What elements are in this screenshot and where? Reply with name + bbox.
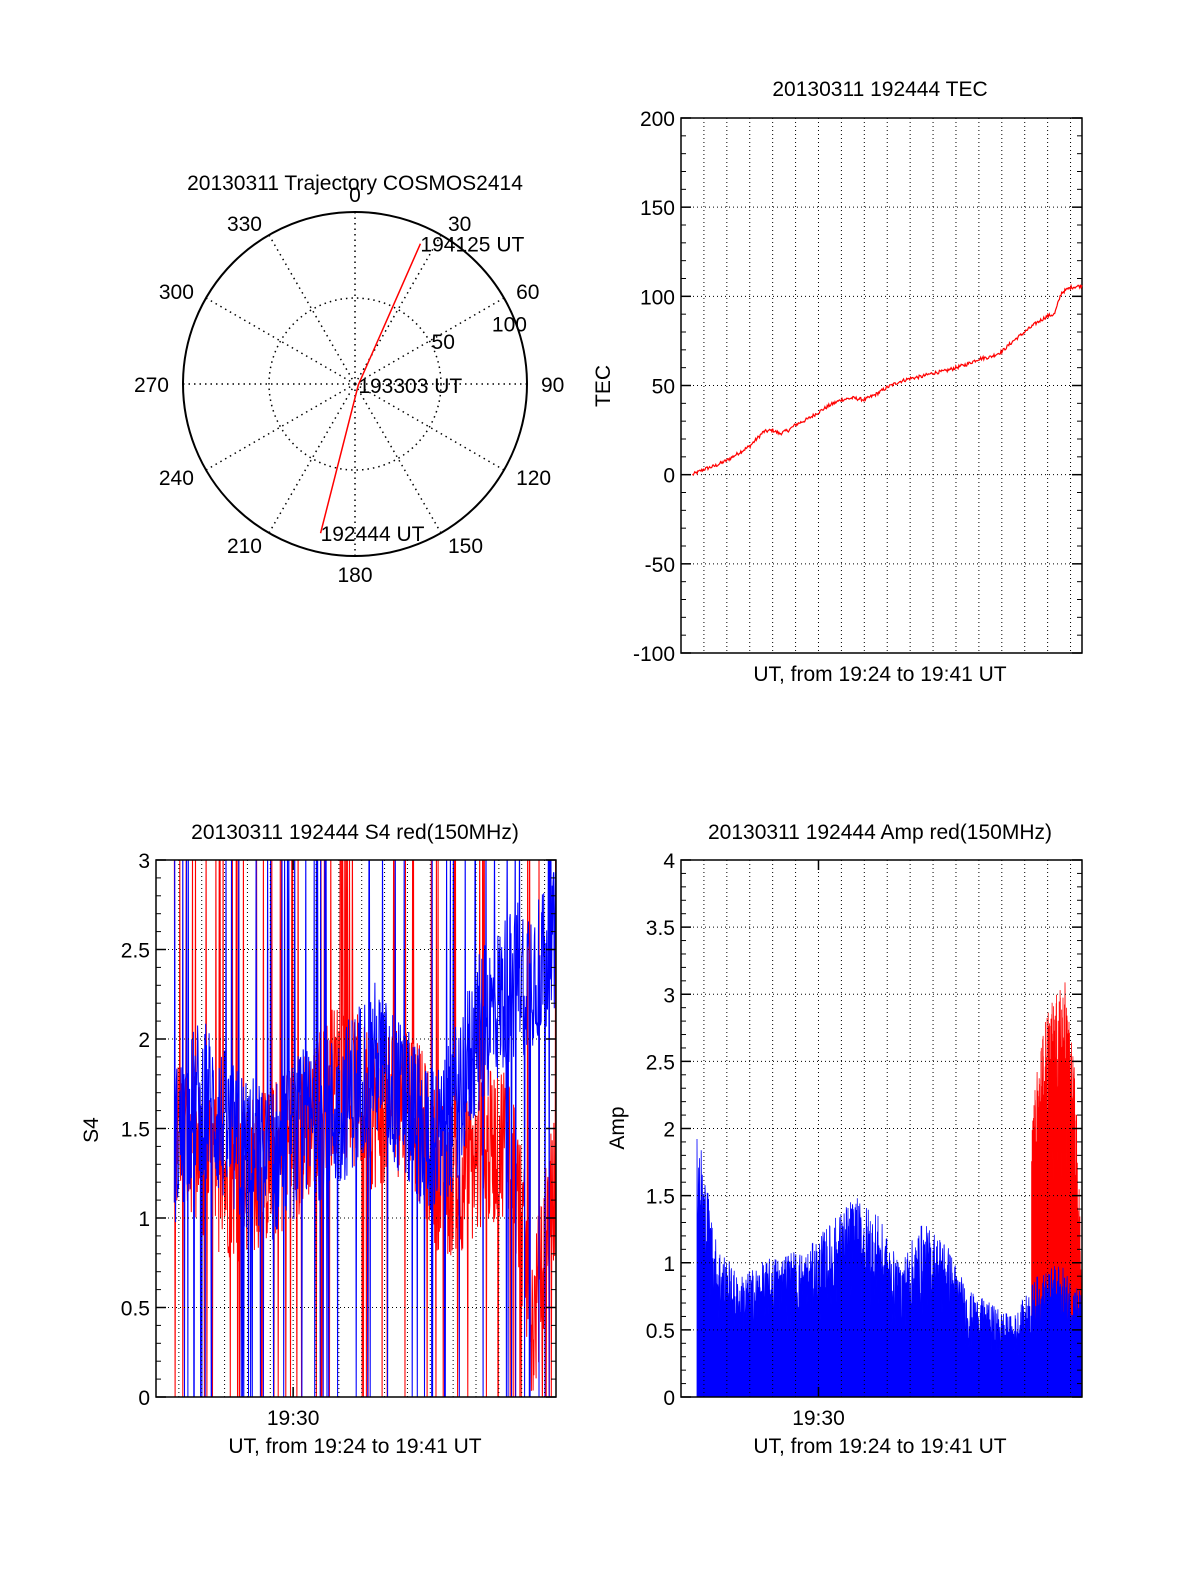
y-tick-label: 3 <box>138 850 150 873</box>
polar-ring <box>268 297 442 471</box>
tec-plot-area: 200 150 100 50 0 -50 -100 <box>633 108 1083 666</box>
polar-angle-label: 240 <box>159 467 194 490</box>
polar-angle-labels: 0 30 60 90 120 150 180 210 240 270 300 330 <box>134 184 564 587</box>
polar-spoke <box>354 297 505 385</box>
y-tick-label: 0 <box>663 465 675 488</box>
polar-radial-label: 50 <box>432 331 455 354</box>
amp-series-area <box>696 1138 1083 1398</box>
y-tick-label: 2.5 <box>121 940 150 963</box>
y-tick-label: 3.5 <box>646 917 675 940</box>
polar-angle-label: 180 <box>337 564 372 587</box>
amp-plot-area: 4 3.5 3 2.5 2 1.5 1 0.5 0 19:30 <box>646 850 1083 1430</box>
s4-plot-area: 3 2.5 2 1.5 1 0.5 0 19:30 <box>121 850 557 1430</box>
polar-angle-label: 330 <box>227 213 262 236</box>
tec-xlabel: UT, from 19:24 to 19:41 UT <box>753 663 1006 686</box>
polar-spoke <box>268 383 356 534</box>
polar-radial-label: 100 <box>492 314 527 337</box>
polar-time-annotation: 192444 UT <box>321 523 425 546</box>
tec-series-line <box>692 283 1083 477</box>
y-tick-label: 4 <box>663 850 675 873</box>
y-tick-label: 2 <box>138 1029 150 1052</box>
trajectory-panel: 20130311 Trajectory COSMOS2414 0 30 60 90 12… <box>134 172 564 587</box>
polar-time-annotation: 194125 UT <box>420 234 524 257</box>
polar-angle-label: 210 <box>227 535 262 558</box>
s4-title: 20130311 192444 S4 red(150MHz) <box>191 821 519 844</box>
y-tick-label: 150 <box>640 197 675 220</box>
polar-annotations: 192444 UT 193303 UT 194125 UT <box>321 234 525 546</box>
y-tick-label: 0.5 <box>646 1320 675 1343</box>
y-tick-label: 200 <box>640 108 675 131</box>
amp-ylabel: Amp <box>606 1106 629 1149</box>
polar-angle-label: 60 <box>516 281 539 304</box>
tec-title: 20130311 192444 TEC <box>772 78 987 101</box>
y-tick-label: 2 <box>663 1119 675 1142</box>
x-tick-label: 19:30 <box>792 1407 845 1430</box>
y-tick-label: 0 <box>138 1387 150 1410</box>
polar-angle-label: 270 <box>134 374 169 397</box>
y-tick-label: 1 <box>138 1208 150 1231</box>
y-tick-label: 50 <box>652 376 675 399</box>
polar-spoke <box>354 383 442 534</box>
amp-panel: 20130311 192444 Amp red(150MHz) UT, from… <box>606 821 1083 1458</box>
polar-spoke <box>268 234 356 385</box>
s4-series-line <box>173 860 556 1397</box>
y-tick-label: 100 <box>640 286 675 309</box>
amp-xlabel: UT, from 19:24 to 19:41 UT <box>753 1435 1006 1458</box>
s4-ylabel: S4 <box>80 1117 103 1143</box>
polar-grid <box>182 211 528 557</box>
y-tick-label: 1 <box>663 1253 675 1276</box>
polar-trajectory-line <box>319 243 422 534</box>
y-tick-label: 0.5 <box>121 1298 150 1321</box>
tec-ylabel: TEC <box>592 365 615 407</box>
polar-radial-labels: 50 100 <box>432 314 527 354</box>
polar-angle-label: 90 <box>541 374 564 397</box>
y-tick-label: 2.5 <box>646 1051 675 1074</box>
amp-title: 20130311 192444 Amp red(150MHz) <box>708 821 1052 844</box>
s4-data-group <box>173 860 556 1397</box>
y-tick-label: 1.5 <box>121 1119 150 1142</box>
polar-angle-label: 120 <box>516 467 551 490</box>
y-tick-label: 3 <box>663 984 675 1007</box>
polar-spoke <box>205 383 356 471</box>
polar-spoke <box>205 297 356 385</box>
polar-spoke <box>354 383 505 471</box>
y-tick-label: -50 <box>645 554 675 577</box>
polar-series <box>319 243 422 534</box>
polar-angle-label: 0 <box>349 184 361 207</box>
polar-angle-label: 300 <box>159 281 194 304</box>
y-tick-label: -100 <box>633 643 675 666</box>
tec-panel: 20130311 192444 TEC UT, from 19:24 to 19… <box>592 78 1083 686</box>
polar-time-annotation: 193303 UT <box>358 375 462 398</box>
polar-angle-label: 30 <box>448 213 471 236</box>
y-tick-label: 0 <box>663 1387 675 1410</box>
s4-panel: 20130311 192444 S4 red(150MHz) UT, from … <box>80 821 557 1458</box>
y-tick-label: 1.5 <box>646 1186 675 1209</box>
x-tick-label: 19:30 <box>267 1407 320 1430</box>
polar-angle-label: 150 <box>448 535 483 558</box>
trajectory-title: 20130311 Trajectory COSMOS2414 <box>187 172 523 195</box>
s4-xlabel: UT, from 19:24 to 19:41 UT <box>228 1435 481 1458</box>
